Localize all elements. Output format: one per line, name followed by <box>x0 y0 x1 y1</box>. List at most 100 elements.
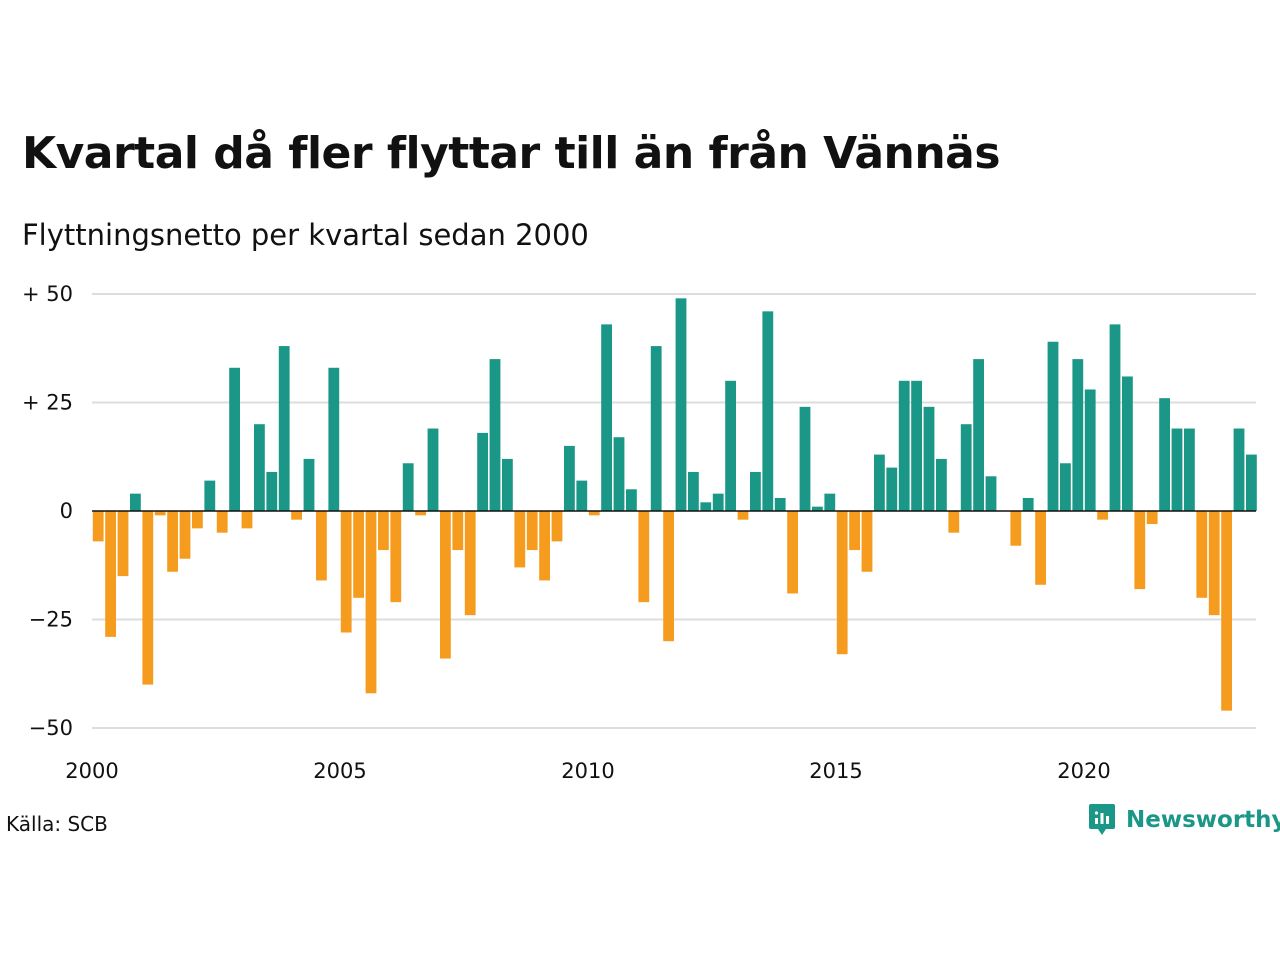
bar <box>1196 511 1208 598</box>
bar <box>663 511 674 642</box>
bar <box>1084 389 1096 511</box>
bar <box>291 511 302 520</box>
bar <box>836 511 848 655</box>
bar <box>179 511 191 559</box>
bar <box>1233 428 1245 511</box>
y-tick-label: + 50 <box>22 282 73 306</box>
bar <box>1184 428 1195 511</box>
bar <box>849 511 860 551</box>
bar <box>960 424 972 511</box>
bar <box>514 511 526 568</box>
bar <box>92 511 104 542</box>
bar <box>105 511 116 637</box>
bar <box>737 511 749 520</box>
bar <box>229 367 240 511</box>
bar <box>1208 511 1220 616</box>
bar <box>452 511 464 551</box>
bar <box>861 511 873 572</box>
bar <box>601 324 612 511</box>
bar <box>353 511 364 598</box>
bar <box>750 471 761 511</box>
bar-chart: + 50 + 25 0 −25 −50 2000 2005 2010 2015 2020 <box>22 282 1257 783</box>
brand-name: Newsworthy <box>1126 807 1280 833</box>
bar <box>1010 511 1022 546</box>
x-tick-label: 2005 <box>313 759 366 783</box>
bar <box>1047 341 1059 511</box>
bar <box>192 511 203 529</box>
bar <box>340 511 352 633</box>
bar <box>365 511 377 694</box>
bar <box>1097 511 1108 520</box>
bar <box>254 424 265 511</box>
bar <box>650 346 662 511</box>
bar <box>1060 463 1071 511</box>
bar <box>725 380 736 511</box>
bar <box>564 445 575 511</box>
source-note: Källa: SCB <box>6 812 108 836</box>
y-tick-label: 0 <box>60 499 73 523</box>
bar <box>303 458 315 511</box>
bar <box>316 511 327 581</box>
bar <box>936 458 947 511</box>
bar <box>502 458 513 511</box>
bar <box>167 511 178 572</box>
bar <box>477 432 488 511</box>
bar <box>588 511 600 516</box>
bar <box>700 502 712 511</box>
bar <box>923 406 935 511</box>
bar <box>576 480 588 511</box>
bar <box>985 476 997 511</box>
bar <box>787 511 798 594</box>
bar <box>1035 511 1046 585</box>
bar <box>799 406 811 511</box>
bar <box>898 380 910 511</box>
bar <box>712 493 724 511</box>
bar <box>378 511 389 551</box>
bar <box>675 298 687 511</box>
bar <box>117 511 129 577</box>
bar <box>1072 359 1084 511</box>
bar <box>142 511 154 685</box>
bar <box>762 311 774 511</box>
bar <box>489 359 501 511</box>
x-tick-label: 2020 <box>1057 759 1110 783</box>
bars <box>92 298 1257 711</box>
bar <box>911 380 922 511</box>
newsworthy-icon <box>1089 804 1115 835</box>
bar <box>973 359 984 511</box>
bar <box>526 511 538 551</box>
axes: 2000 2005 2010 2015 2020 <box>65 510 1256 783</box>
bar <box>886 467 898 511</box>
bar <box>415 511 426 516</box>
bar <box>1122 376 1133 511</box>
bar <box>204 480 216 511</box>
y-tick-label: + 25 <box>22 391 73 415</box>
bar <box>130 493 141 511</box>
x-tick-label: 2000 <box>65 759 118 783</box>
x-tick-label: 2010 <box>561 759 614 783</box>
bar <box>1246 454 1257 511</box>
bar <box>824 493 836 511</box>
bar <box>266 471 278 511</box>
bar <box>874 454 885 511</box>
bar <box>1159 398 1170 511</box>
bar <box>464 511 476 616</box>
chart-subtitle: Flyttningsnetto per kvartal sedan 2000 <box>22 218 589 252</box>
bar <box>390 511 402 603</box>
bar <box>638 511 650 603</box>
bar <box>774 497 786 511</box>
bar <box>1171 428 1183 511</box>
bar <box>948 511 960 533</box>
bar <box>402 463 414 511</box>
bar <box>427 428 439 511</box>
bar <box>216 511 228 533</box>
bar <box>241 511 253 529</box>
bar <box>1221 511 1232 711</box>
bar <box>688 471 699 511</box>
bar <box>1146 511 1158 525</box>
bar <box>1109 324 1121 511</box>
bar <box>626 489 637 511</box>
bar <box>278 346 290 511</box>
x-tick-label: 2015 <box>809 759 862 783</box>
bar <box>551 511 563 542</box>
